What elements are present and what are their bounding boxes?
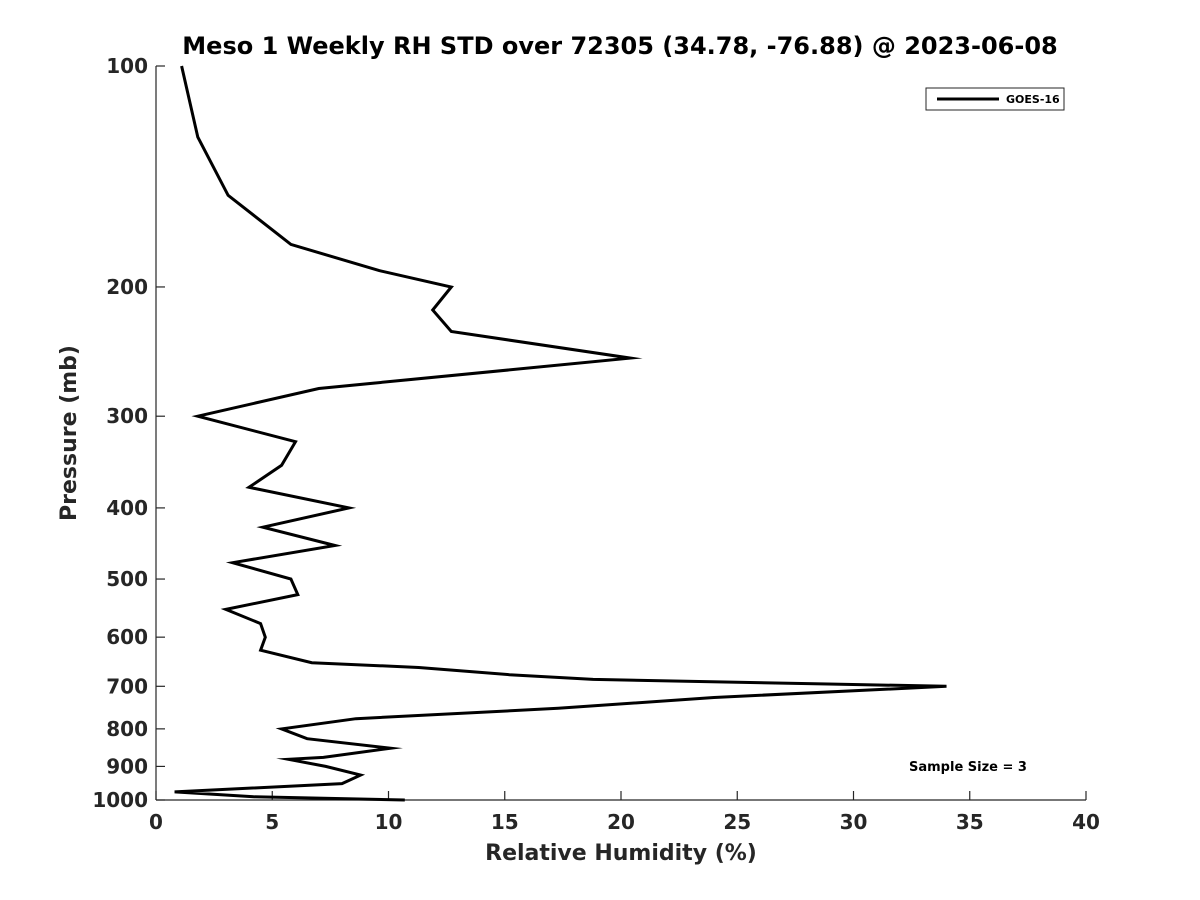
x-tick-label: 20: [607, 810, 635, 834]
x-tick-label: 40: [1072, 810, 1100, 834]
series-line-goes-16: [174, 65, 947, 802]
x-ticks: 0 5 10 15 20 25 30 35 40: [149, 791, 1100, 834]
y-tick-label: 100: [106, 54, 148, 78]
sample-size-annotation: Sample Size = 3: [909, 760, 1027, 775]
x-axis-label: Relative Humidity (%): [485, 841, 757, 866]
y-tick-label: 400: [106, 496, 148, 520]
legend-label-goes-16: GOES-16: [1006, 93, 1060, 106]
y-tick-label: 600: [106, 625, 148, 649]
y-tick-label: 700: [106, 674, 148, 698]
y-tick-label: 900: [106, 754, 148, 778]
chart-title: Meso 1 Weekly RH STD over 72305 (34.78, …: [182, 32, 1057, 60]
x-tick-label: 15: [491, 810, 519, 834]
y-tick-label: 500: [106, 567, 148, 591]
x-tick-label: 30: [840, 810, 868, 834]
x-tick-label: 35: [956, 810, 984, 834]
y-tick-label: 800: [106, 717, 148, 741]
x-tick-label: 10: [375, 810, 403, 834]
x-tick-label: 5: [265, 810, 279, 834]
y-tick-label: 300: [106, 404, 148, 428]
x-tick-label: 25: [723, 810, 751, 834]
legend: GOES-16: [925, 87, 1065, 111]
y-tick-label: 1000: [92, 788, 148, 812]
y-tick-label: 200: [106, 275, 148, 299]
x-tick-label: 0: [149, 810, 163, 834]
y-ticks: 100 200 300 400 500 600 700 800 900 1000: [92, 54, 165, 812]
series-group: [174, 65, 947, 802]
y-axis-label: Pressure (mb): [57, 345, 82, 521]
